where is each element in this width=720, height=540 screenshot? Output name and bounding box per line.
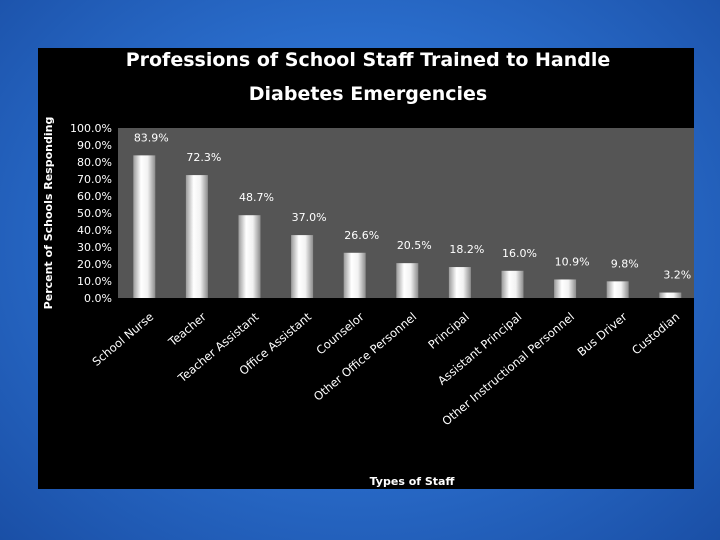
chart-title-line-2: Diabetes Emergencies [249,83,488,105]
data-label: 10.9% [555,255,590,268]
bar-teacher-assistant [238,215,261,298]
category-label: Principal [425,310,472,352]
bar-office-assistant [291,235,314,298]
category-label: Other Office Personnel [311,310,419,404]
y-axis-title: Percent of Schools Responding [42,117,55,310]
chart-panel: Professions of School Staff Trained to H… [38,48,694,489]
bar-counselor [343,252,366,298]
bar-other-instructional-personnel [554,279,577,298]
y-tick-label: 50.0% [77,207,112,220]
y-tick-label: 90.0% [77,139,112,152]
data-label: 72.3% [186,151,221,164]
category-label: School Nurse [89,310,156,369]
data-label: 3.2% [663,269,691,282]
bar-teacher [185,175,208,298]
bars [133,155,682,298]
data-labels: 83.9% 72.3% 48.7% 37.0% 26.6% 20.5% 18.2% 16.0%… [134,131,691,281]
data-label: 83.9% [134,131,169,144]
y-tick-label: 60.0% [77,190,112,203]
y-tick-label: 100.0% [70,122,112,135]
category-label: Counselor [313,309,366,357]
bar-other-office-personnel [396,263,419,298]
x-axis-title: Types of Staff [370,475,455,488]
bar-custodian [659,292,682,298]
bar-school-nurse [133,155,156,298]
data-label: 16.0% [502,247,537,260]
data-label: 18.2% [449,243,484,256]
bar-bus-driver [606,281,629,298]
category-label: Bus Driver [574,309,629,359]
data-label: 9.8% [611,257,639,270]
y-tick-label: 0.0% [84,292,112,305]
data-label: 48.7% [239,191,274,204]
y-tick-label: 40.0% [77,224,112,237]
bar-principal [448,267,471,298]
y-axis-ticks: 0.0% 10.0% 20.0% 30.0% 40.0% 50.0% 60.0% 70.0% 8… [70,122,112,305]
y-tick-label: 10.0% [77,275,112,288]
y-tick-label: 70.0% [77,173,112,186]
data-label: 26.6% [344,229,379,242]
y-tick-label: 30.0% [77,241,112,254]
category-label: Custodian [629,310,682,358]
category-label: Teacher [165,309,209,349]
bar-chart: Professions of School Staff Trained to H… [42,49,694,488]
y-tick-label: 20.0% [77,258,112,271]
data-label: 37.0% [292,211,327,224]
y-tick-label: 80.0% [77,156,112,169]
data-label: 20.5% [397,239,432,252]
chart-title-line-1: Professions of School Staff Trained to H… [126,49,611,71]
bar-assistant-principal [501,270,524,298]
